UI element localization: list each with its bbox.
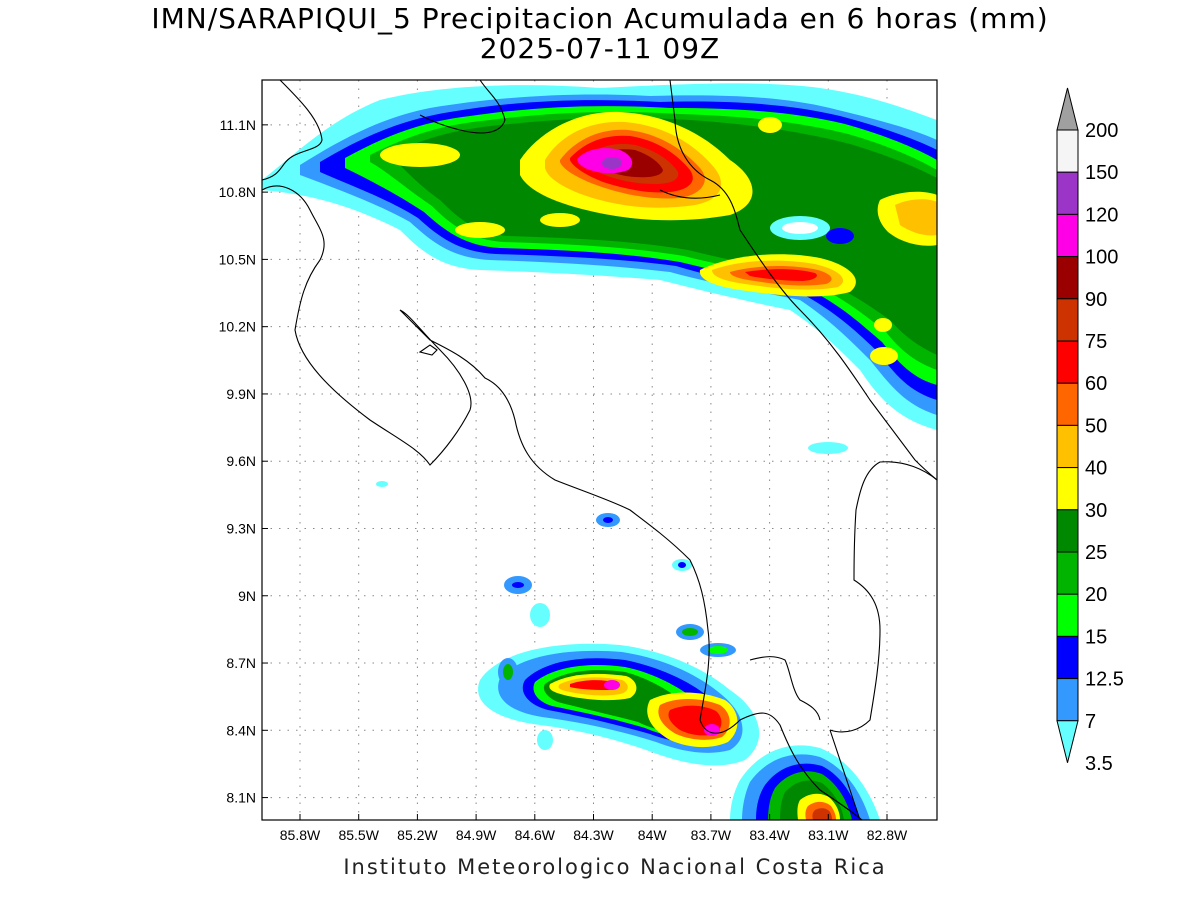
lon-tick-label: 85.5W	[338, 827, 379, 843]
colorbar-label: 20	[1085, 584, 1107, 606]
colorbar-swatch	[1056, 635, 1079, 680]
colorbar-label: 100	[1085, 247, 1118, 269]
colorbar: 200 150 120 100 90 75 60 50 40 30 25 20 15 12.5 7 3.5	[1056, 87, 1124, 775]
colorbar-label: 150	[1085, 162, 1118, 184]
colorbar-label: 200	[1085, 120, 1118, 142]
lat-tick-label: 8.4N	[226, 722, 256, 738]
plot-frame	[261, 79, 938, 821]
lon-tick-label: 82.8W	[867, 827, 908, 843]
precip-cluster-southeast	[730, 745, 880, 820]
lon-tick-label: 83.1W	[808, 827, 849, 843]
precip-band-north	[262, 83, 937, 430]
coastlines	[262, 80, 937, 820]
colorbar-swatch	[1056, 213, 1079, 258]
lon-tick-label: 85.8W	[280, 827, 321, 843]
lat-tick-label: 9.3N	[226, 520, 256, 536]
colorbar-label: 50	[1085, 415, 1107, 437]
map-subtitle: 2025-07-11 09Z	[479, 32, 721, 65]
colorbar-swatch	[1056, 509, 1079, 553]
colorbar-label: 3.5	[1085, 753, 1113, 775]
lon-tick-label: 83.7W	[691, 827, 732, 843]
lat-tick-label: 10.2N	[219, 319, 256, 335]
colorbar-label: 15	[1085, 626, 1107, 648]
colorbar-label: 40	[1085, 458, 1107, 480]
map-title: IMN/SARAPIQUI_5 Precipitacion Acumulada …	[151, 2, 1049, 35]
lat-tick-label: 8.1N	[226, 790, 256, 806]
colorbar-swatch	[1056, 298, 1079, 342]
lat-tick-label: 10.8N	[219, 184, 256, 200]
colorbar-swatch	[1056, 171, 1079, 215]
lon-tick-label: 83.4W	[749, 827, 790, 843]
colorbar-label: 7	[1085, 711, 1096, 733]
colorbar-swatch	[1056, 382, 1079, 426]
lon-tick-label: 85.2W	[397, 827, 438, 843]
colorbar-label: 30	[1085, 500, 1107, 522]
colorbar-label: 12.5	[1085, 669, 1124, 691]
colorbar-swatch	[1056, 678, 1079, 722]
colorbar-label: 120	[1085, 204, 1118, 226]
colorbar-swatch	[1056, 340, 1079, 384]
colorbar-label: 75	[1085, 331, 1107, 353]
colorbar-label: 25	[1085, 542, 1107, 564]
lon-tick-label: 84.3W	[573, 827, 614, 843]
precipitation-field	[262, 83, 937, 820]
colorbar-swatch	[1056, 424, 1079, 469]
lat-tick-label: 9.6N	[226, 453, 256, 469]
lat-tick-label: 9.9N	[226, 386, 256, 402]
colorbar-swatch	[1056, 551, 1079, 595]
colorbar-swatch	[1056, 129, 1079, 173]
precip-cluster-south	[376, 442, 848, 766]
lon-tick-label: 84W	[638, 827, 668, 843]
lat-tick-label: 11.1N	[220, 117, 256, 133]
colorbar-bottom-arrow	[1056, 720, 1079, 763]
colorbar-label: 60	[1085, 373, 1107, 395]
credit-footer: Instituto Meteorologico Nacional Costa R…	[343, 855, 887, 879]
lat-tick-label: 10.5N	[219, 251, 256, 267]
lon-tick-label: 84.9W	[456, 827, 497, 843]
colorbar-swatch	[1056, 467, 1079, 511]
lat-tick-label: 8.7N	[226, 655, 256, 671]
colorbar-swatch	[1056, 593, 1079, 637]
colorbar-top-arrow	[1056, 87, 1079, 131]
longitude-axis: 85.8W 85.5W 85.2W 84.9W 84.6W 84.3W 84W 83.7W 83…	[280, 814, 908, 843]
latitude-axis: 11.1N 10.8N 10.5N 10.2N 9.9N 9.6N 9.3N 9N 8.7N 8.…	[219, 117, 268, 806]
colorbar-swatch	[1056, 256, 1079, 300]
colorbar-label: 90	[1085, 289, 1107, 311]
lon-tick-label: 84.6W	[515, 827, 556, 843]
lat-tick-label: 9N	[238, 588, 256, 604]
